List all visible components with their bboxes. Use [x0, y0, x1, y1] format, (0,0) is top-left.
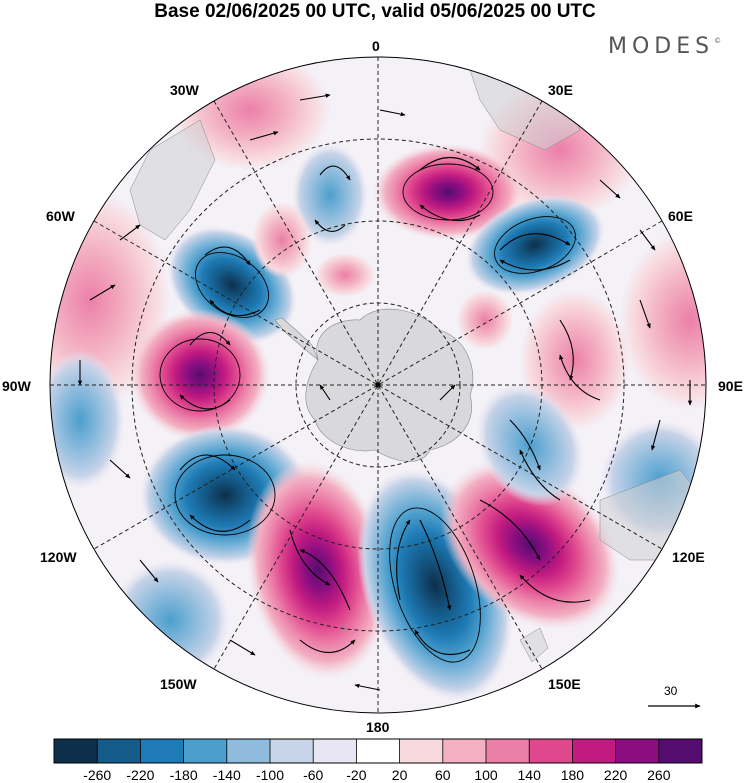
lon-label-150w: 150W: [160, 676, 197, 692]
colorbar-swatch: [486, 739, 530, 763]
colorbar-swatch: [442, 739, 487, 763]
anomaly-low-15w: [292, 143, 368, 247]
anomaly-high-160w: [246, 460, 390, 680]
lon-label-30e: 30E: [548, 82, 573, 98]
lon-label-0: 0: [372, 38, 380, 54]
colorbar-tick-label: 260: [647, 767, 671, 783]
contours: [159, 163, 576, 663]
colorbar-tick-label: 60: [435, 767, 451, 783]
colorbar-swatch: [313, 739, 357, 763]
graticule: [50, 57, 706, 713]
south-america-land: [129, 119, 216, 241]
colorbar-swatch: [356, 739, 401, 763]
colorbar-tick-label: -260: [83, 767, 112, 783]
page-title: Base 02/06/2025 00 UTC, valid 05/06/2025…: [154, 1, 596, 22]
colorbar-tick-label: -20: [346, 767, 367, 783]
weak-high-east: [620, 230, 706, 410]
colorbar-swatch: [658, 739, 703, 763]
lon-label-120e: 120E: [672, 549, 705, 565]
colorbar-tick-label: 20: [391, 767, 408, 783]
colorbar-tick-label: -220: [126, 767, 155, 783]
lon-label-90e: 90E: [718, 378, 743, 394]
anomaly-high-60e-small: [457, 290, 513, 350]
lon-label-90w: 90W: [2, 378, 31, 394]
lon-label-60w: 60W: [46, 208, 75, 224]
anomaly-low-55e: [465, 195, 605, 295]
anomaly-high-90w: [130, 309, 270, 441]
anomaly-high-20e: [373, 144, 523, 240]
lon-label-30w: 30W: [170, 82, 199, 98]
colorbar-swatch: [97, 739, 141, 763]
colorbar-tick-label: -60: [303, 767, 324, 783]
colorbar-swatch: [529, 739, 573, 763]
vector-scale-label: 30: [664, 684, 678, 698]
antarctic-peninsula: [274, 317, 319, 361]
colorbar-tick-label: 100: [474, 767, 498, 783]
colorbar-swatch: [54, 739, 98, 763]
new-zealand-land: [519, 627, 549, 663]
colorbar-tick-label: 220: [603, 767, 628, 783]
anomaly-low-105e: [475, 383, 585, 507]
colorbar-outline: [53, 738, 703, 764]
lon-label-120w: 120W: [40, 549, 77, 565]
colorbar: [53, 738, 703, 764]
map-disc-outline: [49, 56, 707, 714]
anomaly-field: [50, 57, 706, 713]
colorbar-swatch: [226, 739, 271, 763]
colorbar-swatch: [183, 739, 228, 763]
lon-label-60e: 60E: [668, 208, 693, 224]
anomaly-high-30w: [252, 202, 312, 278]
colorbar-swatch: [140, 739, 185, 763]
colorbar-tick-label: 180: [560, 767, 585, 783]
weak-low-south: [110, 560, 230, 680]
colorbar-tick-label: -100: [255, 767, 285, 783]
brand-logo: MODES©: [608, 34, 722, 59]
colorbar-tick-label: -180: [169, 767, 198, 783]
colorbar-tick-label: -140: [212, 767, 241, 783]
lon-label-180: 180: [366, 719, 390, 735]
anomaly-high-150w-small: [315, 253, 375, 297]
colorbar-swatch: [270, 739, 314, 763]
colorbar-tick-label: 140: [517, 767, 541, 783]
colorbar-swatch: [615, 739, 660, 763]
colorbar-swatch: [572, 739, 617, 763]
colorbar-swatch: [399, 739, 444, 763]
lon-label-150e: 150E: [548, 676, 581, 692]
